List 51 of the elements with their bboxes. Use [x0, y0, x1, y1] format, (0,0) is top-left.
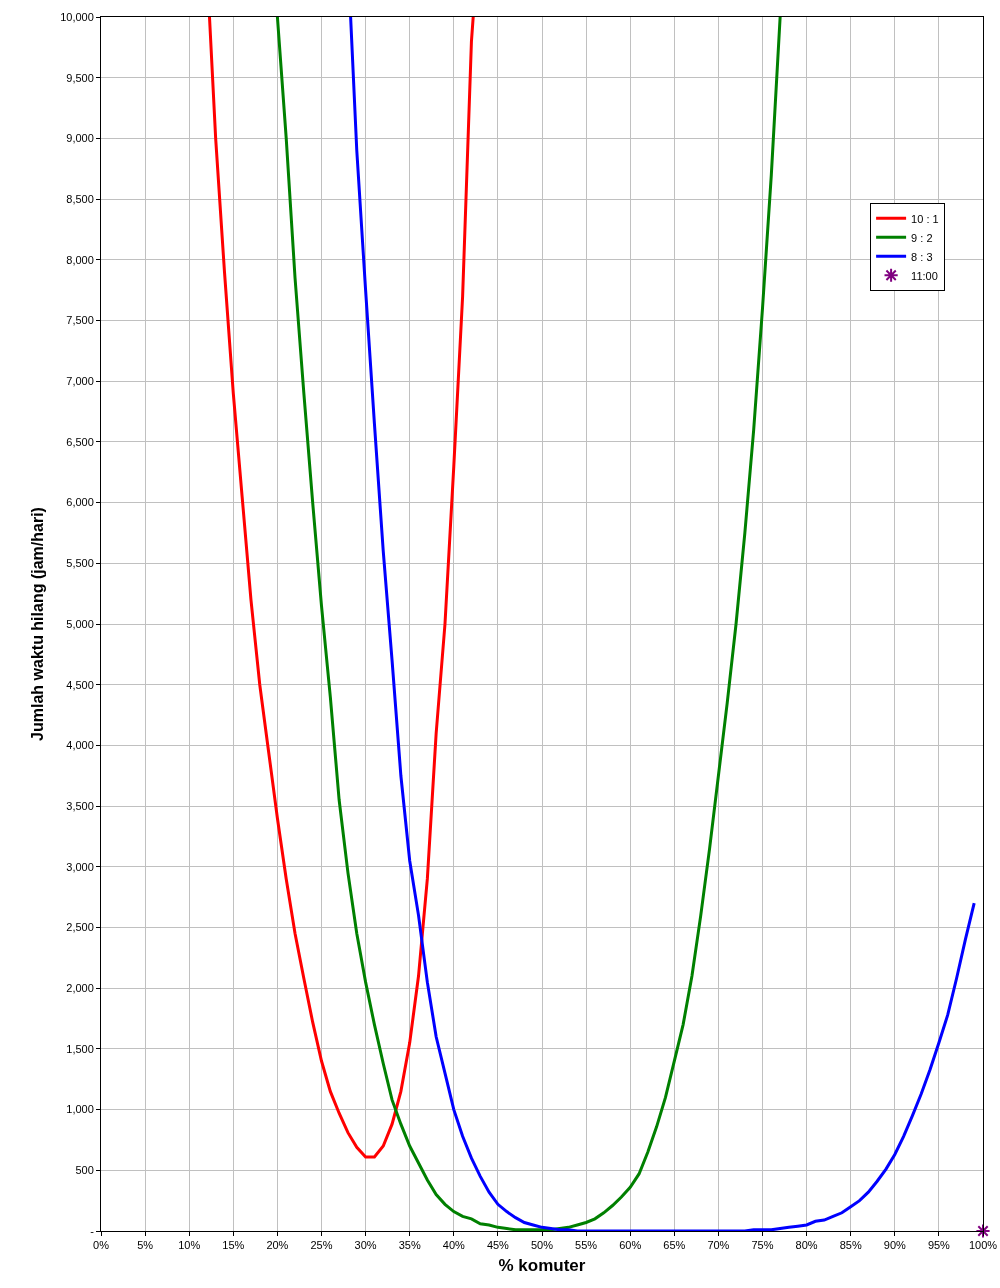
line-series	[275, 17, 782, 1231]
x-tick-label: 60%	[619, 1239, 642, 1252]
x-tick-label: 65%	[663, 1239, 686, 1252]
x-tick-label: 45%	[486, 1239, 510, 1252]
y-tick-label: 9,000	[66, 132, 94, 145]
x-tick-label: 75%	[751, 1239, 774, 1252]
x-tick-label: 10%	[178, 1239, 201, 1252]
x-tick-label: 85%	[839, 1239, 862, 1252]
legend-label: 9 : 2	[911, 231, 933, 244]
line-series	[349, 17, 976, 1231]
x-tick-label: 55%	[575, 1239, 598, 1252]
y-axis-title: Jumlah waktu hilang (jam/hari)	[29, 507, 47, 741]
x-tick-label: 100%	[968, 1239, 998, 1252]
x-tick-label: 0%	[93, 1239, 110, 1252]
x-tick-label: 35%	[398, 1239, 421, 1252]
y-tick-label: 10,000	[60, 10, 94, 23]
y-tick-label: 6,500	[66, 435, 94, 448]
x-tick-label: 20%	[266, 1239, 289, 1252]
x-tick-label: 50%	[530, 1239, 554, 1252]
legend-label: 8 : 3	[911, 250, 933, 263]
y-tick-label: 6,000	[66, 496, 94, 509]
y-tick-label: 7,500	[66, 314, 94, 327]
legend-label: 11:00	[911, 269, 938, 282]
x-axis-title: % komuter	[498, 1255, 586, 1275]
x-tick-label: 90%	[883, 1239, 907, 1252]
y-tick-label: 3,000	[66, 860, 94, 873]
x-tick-label: 30%	[354, 1239, 377, 1252]
y-tick-label: 8,000	[66, 253, 94, 266]
y-tick-label: 2,000	[66, 982, 94, 995]
y-tick-label: 5,000	[66, 617, 94, 630]
y-tick-label: 4,500	[66, 678, 94, 691]
x-tick-label: 80%	[795, 1239, 818, 1252]
y-tick-label: 3,500	[66, 799, 94, 812]
y-tick-label: 8,500	[66, 192, 94, 205]
x-tick-label: 70%	[707, 1239, 730, 1252]
y-tick-label: 1,000	[66, 1103, 94, 1116]
y-tick-label: 5,500	[66, 557, 94, 570]
line-series	[207, 17, 475, 1159]
y-tick-label: 1,500	[66, 1042, 94, 1055]
y-tick-label: -	[90, 1224, 95, 1237]
legend-label: 10 : 1	[911, 212, 939, 225]
x-tick-label: 40%	[442, 1239, 466, 1252]
x-tick-label: 15%	[222, 1239, 245, 1252]
y-tick-label: 2,500	[66, 921, 94, 934]
x-tick-label: 95%	[927, 1239, 951, 1252]
y-tick-label: 9,500	[66, 71, 94, 84]
x-tick-label: 5%	[137, 1239, 154, 1252]
y-tick-label: 7,000	[66, 375, 94, 388]
y-tick-label: 4,000	[66, 739, 94, 752]
x-tick-label: 25%	[310, 1239, 333, 1252]
y-tick-label: 500	[75, 1164, 94, 1177]
